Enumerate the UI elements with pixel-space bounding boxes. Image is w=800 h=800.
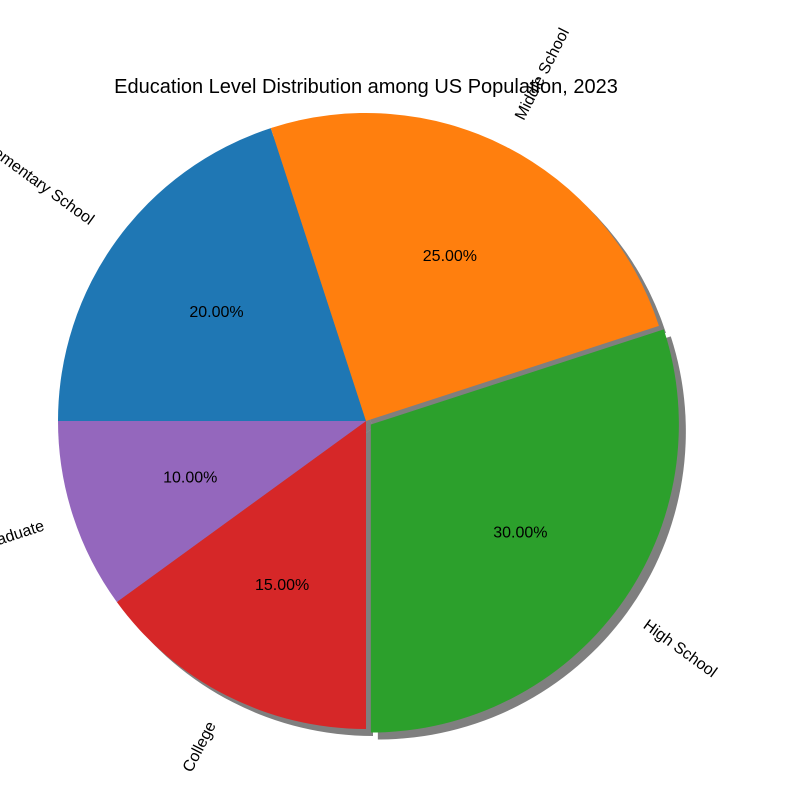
percent-label-elementary-school: 20.00% — [189, 304, 243, 321]
pie-slice-college — [116, 421, 366, 729]
category-label-elementary-school: Elementary School — [0, 136, 97, 229]
category-label-college: College — [180, 719, 220, 775]
pie-slice-elementary-school — [58, 128, 366, 421]
percent-label-college: 15.00% — [255, 577, 309, 594]
percent-label-middle-school: 25.00% — [423, 248, 477, 265]
pie-slice-postgraduate — [57, 421, 366, 603]
percent-label-high-school: 30.00% — [493, 525, 547, 542]
chart-title: Education Level Distribution among US Po… — [114, 76, 618, 98]
pie-slice-middle-school — [270, 112, 659, 422]
category-label-middle-school: Middle School — [512, 26, 573, 123]
percent-labels: 20.00% 25.00% 30.00% 15.00% 10.00% — [163, 248, 547, 594]
category-label-high-school: High School — [640, 617, 720, 681]
percent-label-postgraduate: 10.00% — [163, 470, 217, 487]
category-label-postgraduate: Postgraduate — [0, 518, 46, 564]
pie-slice-high-school — [370, 329, 679, 733]
pie-slices — [57, 112, 679, 733]
